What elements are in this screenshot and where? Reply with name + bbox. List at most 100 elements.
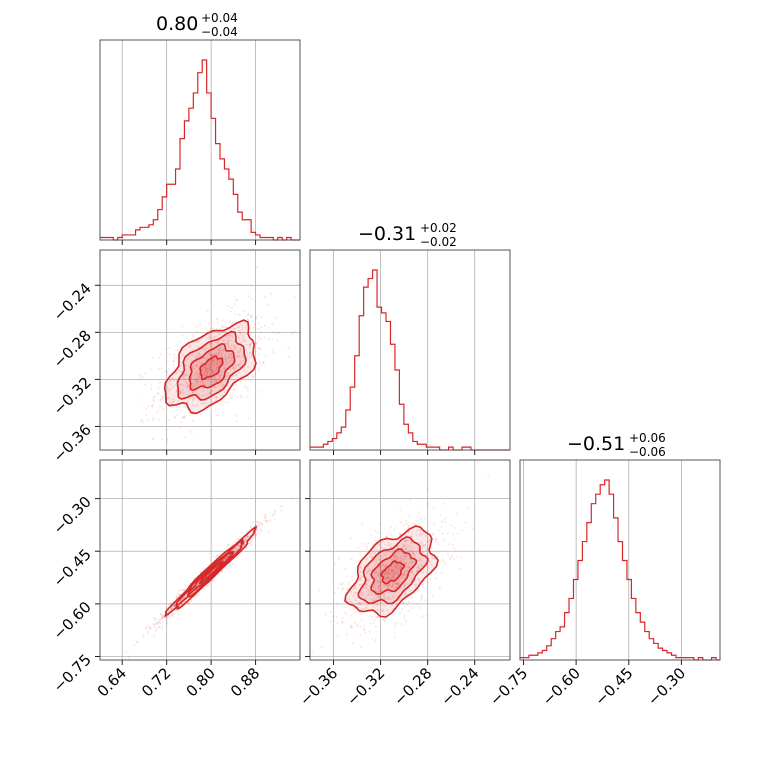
scatter-point <box>425 614 428 617</box>
scatter-point <box>405 593 407 595</box>
scatter-point <box>206 367 209 370</box>
scatter-point <box>158 368 161 370</box>
scatter-point <box>212 345 215 348</box>
scatter-point <box>382 618 385 621</box>
scatter-point <box>187 430 190 433</box>
scatter-point <box>245 386 248 389</box>
scatter-point <box>179 426 182 429</box>
scatter-point <box>183 596 186 599</box>
scatter-point <box>204 586 207 589</box>
scatter-point <box>237 336 240 338</box>
scatter-point <box>345 567 347 570</box>
scatter-point <box>227 345 230 348</box>
scatter-point <box>380 565 382 568</box>
scatter-point <box>216 385 219 388</box>
scatter-point <box>397 558 400 561</box>
scatter-point <box>245 537 247 540</box>
scatter-point <box>215 335 218 338</box>
scatter-point <box>210 345 213 348</box>
scatter-point <box>398 533 401 536</box>
scatter-point <box>438 529 441 532</box>
scatter-point <box>374 571 377 574</box>
scatter-point <box>170 402 173 405</box>
title-param-1-minus: −0.02 <box>420 235 457 249</box>
scatter-point <box>402 524 405 527</box>
scatter-point <box>453 526 456 529</box>
scatter-point <box>152 438 155 441</box>
scatter-point <box>245 340 248 342</box>
scatter-point <box>202 402 204 405</box>
scatter-point <box>161 396 164 399</box>
scatter-point <box>407 610 410 613</box>
scatter-point <box>398 534 401 536</box>
scatter-point <box>390 573 393 576</box>
scatter-point <box>135 641 138 644</box>
scatter-point <box>261 523 264 526</box>
scatter-point <box>405 556 407 559</box>
scatter-point <box>258 322 261 325</box>
scatter-point <box>423 544 426 547</box>
scatter-point <box>205 380 208 382</box>
scatter-point <box>280 509 283 512</box>
scatter-point <box>361 523 364 526</box>
scatter-point <box>384 573 387 575</box>
scatter-point <box>399 557 402 560</box>
scatter-point <box>270 292 273 295</box>
scatter-point <box>411 549 413 552</box>
scatter-point <box>393 558 396 560</box>
scatter-point <box>403 545 406 548</box>
scatter-point <box>206 357 209 360</box>
scatter-point <box>372 552 375 555</box>
scatter-point <box>390 542 393 545</box>
scatter-point <box>381 556 384 559</box>
scatter-point <box>379 587 382 590</box>
scatter-point <box>421 547 423 550</box>
scatter-point <box>370 577 373 580</box>
scatter-point <box>197 375 200 378</box>
scatter-point <box>209 392 212 395</box>
scatter-point <box>224 557 227 560</box>
scatter-point <box>402 544 405 547</box>
scatter-point <box>271 322 274 325</box>
scatter-point <box>243 543 246 546</box>
scatter-point <box>209 366 212 369</box>
scatter-point <box>216 321 219 324</box>
scatter-point <box>216 354 219 357</box>
scatter-point <box>239 347 242 350</box>
scatter-point <box>383 551 386 554</box>
scatter-point <box>425 553 428 556</box>
scatter-point <box>225 359 228 362</box>
scatter-point <box>378 565 381 568</box>
scatter-point <box>256 528 259 531</box>
scatter-point <box>337 557 340 560</box>
scatter-point <box>428 560 431 563</box>
scatter-point <box>249 346 252 349</box>
scatter-point <box>274 510 276 513</box>
scatter-point <box>255 534 258 537</box>
scatter-point <box>215 379 218 381</box>
scatter-point <box>394 564 397 567</box>
scatter-point <box>168 609 171 612</box>
scatter-point <box>366 604 369 607</box>
scatter-point <box>365 583 368 586</box>
scatter-point <box>193 347 196 350</box>
scatter-point <box>238 337 241 340</box>
scatter-point <box>392 576 395 579</box>
scatter-point <box>420 564 423 567</box>
scatter-point <box>369 622 372 625</box>
scatter-point <box>435 538 438 541</box>
scatter-point <box>276 339 279 342</box>
scatter-point <box>386 572 389 575</box>
scatter-point <box>218 352 221 355</box>
scatter-point <box>218 375 221 378</box>
scatter-point <box>360 619 363 622</box>
scatter-point <box>213 361 216 364</box>
scatter-point <box>180 361 183 364</box>
scatter-point <box>410 553 413 556</box>
scatter-point <box>209 355 212 358</box>
contour-level-2 <box>188 342 236 392</box>
scatter-point <box>152 418 155 421</box>
scatter-point <box>334 591 336 594</box>
scatter-point <box>159 353 162 356</box>
scatter-point <box>165 617 168 620</box>
